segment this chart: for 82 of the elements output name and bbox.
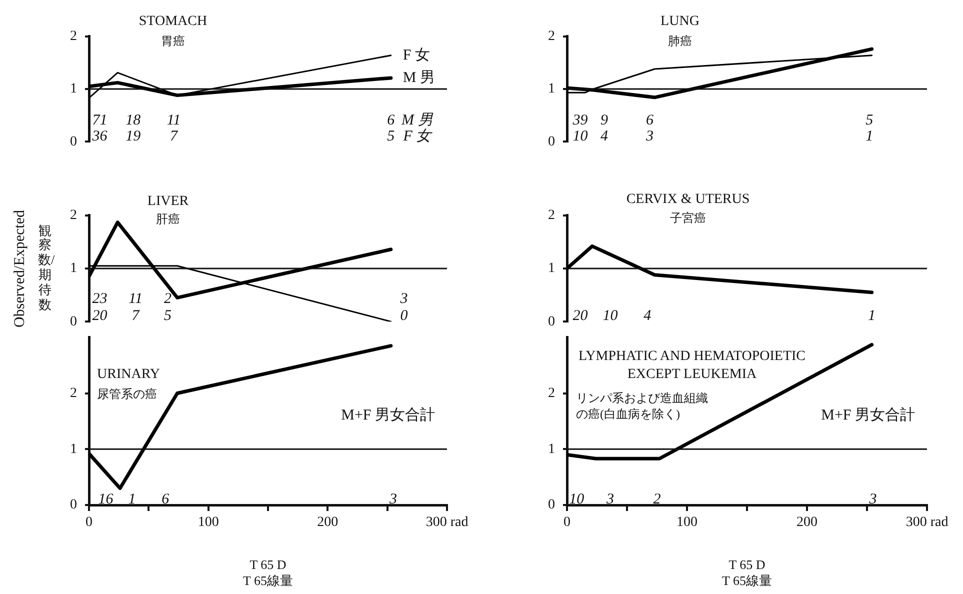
y-tick-label: 2 <box>70 386 77 401</box>
annotation: 11 <box>128 291 142 308</box>
series-label: F 女 <box>402 46 430 64</box>
x-tick-label: 0 <box>564 515 570 530</box>
x-tick-label: 100 <box>198 515 219 530</box>
y-tick-label: 1 <box>70 442 77 457</box>
x-tick-label: 300 rad <box>906 515 948 530</box>
y-tick-label: 2 <box>548 386 555 401</box>
annotation: 7 <box>170 128 179 144</box>
annotation: 6 <box>646 112 654 128</box>
annotation: F 女 <box>402 127 434 144</box>
x-tick-label: 200 <box>317 515 338 530</box>
chart-title: LIVER <box>147 193 189 210</box>
annotation: 10 <box>572 128 588 144</box>
y-tick-label: 0 <box>548 134 555 150</box>
text: LYMPHATIC AND HEMATOPOIETIC EXCEPT LEUKEMIA <box>578 348 806 383</box>
annotation: 18 <box>126 112 142 128</box>
annotation: M 男 <box>400 112 434 128</box>
annotation: 0 <box>400 308 408 324</box>
annotation: 2 <box>653 491 662 508</box>
chart-subtitle: 肺癌 <box>668 34 692 50</box>
annotation: 16 <box>98 491 114 508</box>
annotation: 4 <box>600 128 608 144</box>
annotation: 3 <box>645 128 654 144</box>
annotation: 3 <box>388 491 398 508</box>
y-tick-label: 1 <box>70 82 77 97</box>
text: URINARY <box>97 366 160 384</box>
y-tick-label: 2 <box>70 208 77 224</box>
chart-subtitle: 肝癌 <box>156 212 180 228</box>
y-tick-label: 1 <box>548 442 555 457</box>
chart-title: STOMACH <box>138 13 208 30</box>
x-tick-label: 300 rad <box>426 515 468 530</box>
x-tick-label: 200 <box>796 515 818 530</box>
x-axis-title: T 65 D T 65線量 <box>722 557 772 590</box>
annotation: 1 <box>866 128 874 144</box>
annotation: 2 <box>164 291 172 308</box>
x-tick-label: 0 <box>86 515 92 530</box>
y-tick-label: 1 <box>548 261 555 276</box>
y-tick-label: 2 <box>70 29 77 44</box>
y-tick-label: 0 <box>548 498 555 513</box>
chart-subtitle: 胃癌 <box>161 34 185 50</box>
y-tick-label: 0 <box>70 134 77 150</box>
annotation: 10 <box>569 491 585 508</box>
chart-title: CERVIX & UTERUS <box>626 191 750 208</box>
y-tick-label: 2 <box>548 208 555 224</box>
text: リンパ系および造血組織の癌(白血病を除く) <box>576 391 708 422</box>
annotation: 19 <box>126 128 142 144</box>
annotation: 6 <box>387 112 396 128</box>
y-tick-label: 0 <box>70 498 77 513</box>
annotation: 11 <box>166 112 181 128</box>
y-tick-label: 0 <box>70 314 77 330</box>
annotation: 3 <box>868 491 877 508</box>
annotation: 39 <box>572 112 588 128</box>
annotation: 6 <box>162 491 170 508</box>
annotation: 1 <box>868 308 876 324</box>
x-tick-label: 100 <box>676 515 698 530</box>
annotation: 20 <box>572 308 588 324</box>
annotation: 10 <box>602 308 618 324</box>
annotation: 20 <box>92 308 108 324</box>
annotation: 7 <box>132 308 141 324</box>
annotation: M+F 男女合計 <box>821 406 915 424</box>
annotation: 4 <box>644 308 652 324</box>
y-tick-label: 1 <box>548 82 555 97</box>
annotation: 71 <box>92 112 108 128</box>
annotation: 3 <box>399 291 408 308</box>
annotation: 36 <box>91 128 108 144</box>
y-tick-label: 0 <box>548 314 555 330</box>
series-label: M 男 <box>402 70 436 86</box>
y-tick-label: 1 <box>70 261 77 276</box>
annotation: 5 <box>866 112 874 128</box>
annotation: 3 <box>605 491 614 508</box>
chart-subtitle: 子宮癌 <box>670 211 706 227</box>
annotation: 5 <box>164 308 172 324</box>
text: 尿管系の癌 <box>97 387 157 403</box>
annotation: M+F 男女合計 <box>341 406 435 424</box>
y-tick-label: 2 <box>548 29 555 44</box>
annotation: 1 <box>128 491 136 508</box>
annotation: 5 <box>387 128 396 144</box>
annotation: 9 <box>600 112 608 128</box>
chart-title: LUNG <box>660 13 700 30</box>
x-axis-title: T 65 D T 65線量 <box>243 557 293 590</box>
annotation: 23 <box>92 291 108 308</box>
